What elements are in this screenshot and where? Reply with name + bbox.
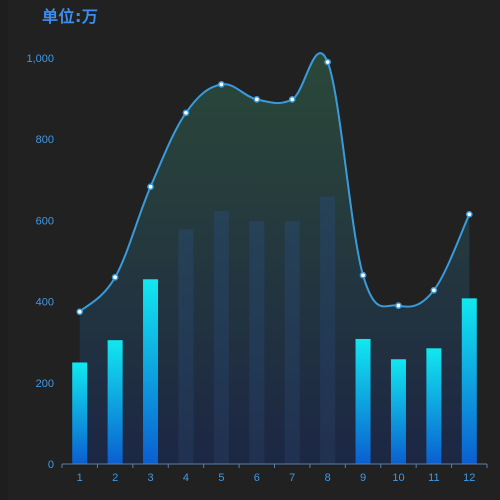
bar-layer bbox=[72, 196, 477, 465]
area-fill bbox=[79, 53, 470, 464]
bar-4[interactable] bbox=[178, 229, 194, 464]
x-tick-label: 5 bbox=[218, 472, 224, 484]
y-tick-label: 800 bbox=[36, 134, 54, 146]
y-tick-label: 600 bbox=[36, 215, 54, 227]
bar-10[interactable] bbox=[390, 359, 406, 464]
line-point-1[interactable] bbox=[76, 308, 84, 316]
line-point-9[interactable] bbox=[359, 271, 367, 279]
line-point-7[interactable] bbox=[288, 96, 296, 103]
x-tick-label: 9 bbox=[360, 472, 366, 484]
line-layer bbox=[76, 52, 473, 316]
x-tick-label: 12 bbox=[463, 472, 475, 484]
x-tick-label: 4 bbox=[183, 472, 189, 484]
line-point-2[interactable] bbox=[111, 273, 119, 281]
y-tick-label: 400 bbox=[36, 297, 54, 309]
x-tick-label: 7 bbox=[289, 472, 295, 484]
bar-2[interactable] bbox=[107, 340, 123, 464]
x-tick-label: 1 bbox=[77, 472, 83, 484]
x-tick-label: 6 bbox=[254, 472, 260, 484]
line-point-4[interactable] bbox=[182, 109, 190, 117]
line-point-8[interactable] bbox=[324, 58, 331, 66]
x-tick-label: 8 bbox=[325, 472, 331, 484]
bar-11[interactable] bbox=[426, 348, 442, 464]
x-tick-label: 11 bbox=[428, 472, 439, 484]
area-layer bbox=[79, 53, 470, 464]
bar-5[interactable] bbox=[213, 211, 229, 464]
line-point-3[interactable] bbox=[147, 183, 154, 191]
bar-9[interactable] bbox=[355, 338, 371, 464]
x-tick-label: 10 bbox=[392, 472, 404, 484]
y-tick-label: 200 bbox=[36, 378, 54, 390]
x-tick-label: 2 bbox=[112, 472, 118, 484]
bar-7[interactable] bbox=[284, 221, 300, 464]
bar-8[interactable] bbox=[320, 196, 336, 465]
line-point-12[interactable] bbox=[465, 210, 473, 218]
y-tick-label: 0 bbox=[48, 459, 54, 471]
bar-12[interactable] bbox=[461, 298, 477, 464]
bar-3[interactable] bbox=[143, 279, 159, 464]
line-point-5[interactable] bbox=[218, 81, 225, 88]
line-point-11[interactable] bbox=[430, 286, 438, 294]
y-tick-label: 1,000 bbox=[26, 53, 54, 65]
bar-6[interactable] bbox=[249, 221, 265, 464]
line-point-6[interactable] bbox=[253, 96, 261, 103]
bar-1[interactable] bbox=[72, 362, 88, 465]
line-point-10[interactable] bbox=[395, 302, 402, 310]
x-tick-label: 3 bbox=[147, 472, 153, 484]
chart-title: 单位:万 bbox=[42, 7, 99, 26]
